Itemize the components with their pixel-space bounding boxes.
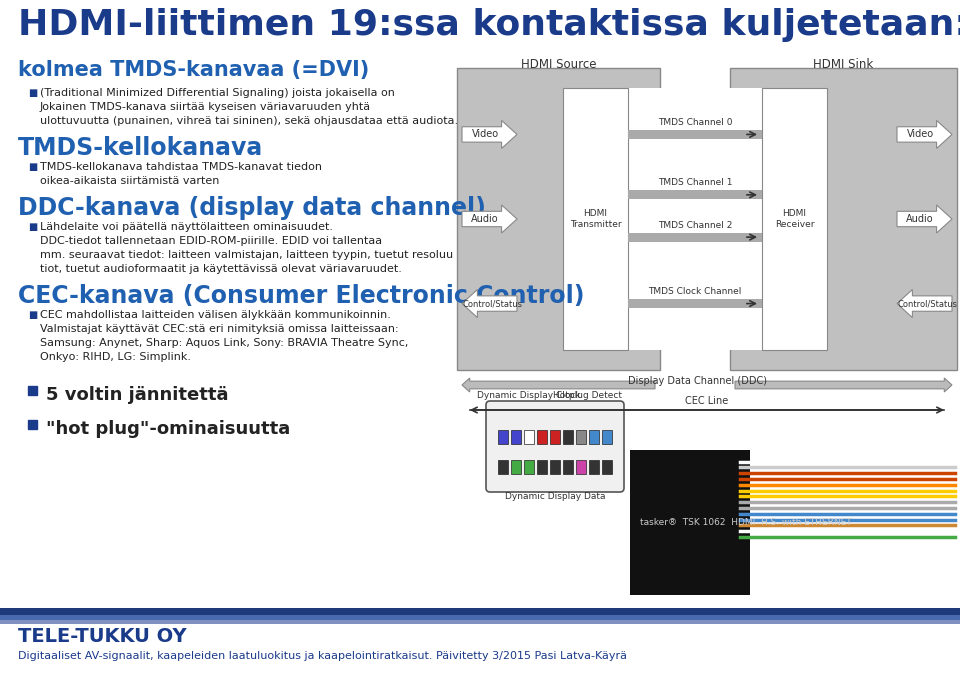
Text: Valmistajat käyttävät CEC:stä eri nimityksiä omissa laitteissaan:: Valmistajat käyttävät CEC:stä eri nimity…: [40, 324, 398, 334]
Polygon shape: [897, 121, 952, 148]
Text: TMDS Channel 0: TMDS Channel 0: [658, 118, 732, 127]
Text: Dynamic Display Data: Dynamic Display Data: [505, 492, 605, 501]
Text: mm. seuraavat tiedot: laitteen valmistajan, laitteen tyypin, tuetut resoluu: mm. seuraavat tiedot: laitteen valmistaj…: [40, 250, 453, 260]
Bar: [0, 620, 960, 624]
Text: Video: Video: [471, 129, 498, 140]
Text: TMDS Channel 2: TMDS Channel 2: [658, 221, 732, 229]
Text: Samsung: Anynet, Sharp: Aquos Link, Sony: BRAVIA Theatre Sync,: Samsung: Anynet, Sharp: Aquos Link, Sony…: [40, 338, 408, 348]
Bar: [498, 430, 508, 443]
Text: ulottuvuutta (punainen, vihreä tai sininen), sekä ohjausdataa että audiota.: ulottuvuutta (punainen, vihreä tai sinin…: [40, 116, 458, 126]
Text: ■: ■: [28, 222, 37, 232]
Text: Control/Status: Control/Status: [898, 299, 957, 308]
Text: DDC-kanava (display data channel): DDC-kanava (display data channel): [18, 196, 486, 220]
Bar: [550, 430, 560, 443]
Text: CEC-kanava (Consumer Electronic Control): CEC-kanava (Consumer Electronic Control): [18, 284, 585, 308]
Polygon shape: [735, 378, 952, 392]
Text: DDC-tiedot tallennetaan EDID-ROM-piirille. EDID voi tallentaa: DDC-tiedot tallennetaan EDID-ROM-piirill…: [40, 236, 382, 246]
Bar: [28, 386, 37, 395]
Text: Audio: Audio: [471, 214, 499, 224]
Text: Jokainen TMDS-kanava siirtää kyseisen väriavaruuden yhtä: Jokainen TMDS-kanava siirtää kyseisen vä…: [40, 102, 372, 112]
Bar: [576, 430, 586, 443]
Text: HDMI-liittimen 19:ssa kontaktissa kuljetetaan:: HDMI-liittimen 19:ssa kontaktissa kuljet…: [18, 8, 960, 42]
Polygon shape: [897, 289, 952, 317]
Text: CEC Line: CEC Line: [685, 396, 729, 406]
Bar: [524, 430, 534, 443]
Bar: [628, 191, 762, 200]
Text: 5 voltin jännitettä: 5 voltin jännitettä: [46, 386, 228, 404]
Bar: [628, 130, 762, 139]
Bar: [630, 450, 750, 595]
Bar: [511, 460, 521, 474]
Text: tasker®  TSK 1062  HDMI  H.S. with ETHERNET: tasker® TSK 1062 HDMI H.S. with ETHERNET: [640, 518, 852, 527]
Text: Dynamic Display Clock: Dynamic Display Clock: [477, 391, 581, 400]
Bar: [576, 460, 586, 474]
FancyBboxPatch shape: [486, 401, 624, 492]
Bar: [628, 233, 762, 242]
Bar: [524, 460, 534, 474]
Bar: [0, 608, 960, 615]
Bar: [730, 68, 957, 370]
Polygon shape: [462, 289, 517, 317]
Bar: [457, 68, 660, 370]
Bar: [602, 430, 612, 443]
Bar: [0, 615, 960, 620]
Text: tiot, tuetut audioformaatit ja käytettävissä olevat väriavaruudet.: tiot, tuetut audioformaatit ja käytettäv…: [40, 264, 402, 274]
Text: TELE-TUKKU OY: TELE-TUKKU OY: [18, 627, 186, 646]
Text: HDMI
Receiver: HDMI Receiver: [775, 209, 814, 229]
Text: TMDS-kellokanava tahdistaa TMDS-kanavat tiedon: TMDS-kellokanava tahdistaa TMDS-kanavat …: [40, 162, 322, 172]
Text: ■: ■: [28, 162, 37, 172]
Text: Onkyo: RIHD, LG: Simplink.: Onkyo: RIHD, LG: Simplink.: [40, 352, 191, 362]
Text: TMDS Channel 1: TMDS Channel 1: [658, 178, 732, 187]
Text: ■: ■: [28, 88, 37, 98]
Bar: [563, 88, 628, 350]
Text: CEC mahdollistaa laitteiden välisen älykkään kommunikoinnin.: CEC mahdollistaa laitteiden välisen älyk…: [40, 310, 391, 320]
Text: Lähdelaite voi päätellä näyttölaitteen ominaisuudet.: Lähdelaite voi päätellä näyttölaitteen o…: [40, 222, 333, 232]
Bar: [628, 88, 762, 350]
Bar: [762, 88, 827, 350]
Bar: [563, 460, 573, 474]
Bar: [511, 430, 521, 443]
Bar: [537, 430, 547, 443]
Bar: [537, 460, 547, 474]
Bar: [589, 460, 599, 474]
Polygon shape: [897, 205, 952, 233]
Text: Audio: Audio: [906, 214, 934, 224]
Text: "hot plug"-ominaisuutta: "hot plug"-ominaisuutta: [46, 420, 290, 438]
Text: HDMI Source: HDMI Source: [520, 58, 596, 71]
Text: Video: Video: [906, 129, 934, 140]
Polygon shape: [462, 121, 517, 148]
Text: HDMI Sink: HDMI Sink: [813, 58, 874, 71]
Text: Digitaaliset AV-signaalit, kaapeleiden laatuluokitus ja kaapelointiratkaisut. Pä: Digitaaliset AV-signaalit, kaapeleiden l…: [18, 651, 627, 661]
Text: TMDS Clock Channel: TMDS Clock Channel: [648, 287, 742, 296]
Text: Hotplug Detect: Hotplug Detect: [553, 391, 622, 400]
Bar: [28, 420, 37, 429]
Polygon shape: [462, 378, 655, 392]
Bar: [628, 299, 762, 308]
Polygon shape: [462, 205, 517, 233]
Text: HDMI
Transmitter: HDMI Transmitter: [569, 209, 621, 229]
Text: kolmea TMDS-kanavaa (=DVI): kolmea TMDS-kanavaa (=DVI): [18, 60, 370, 80]
Bar: [550, 460, 560, 474]
Bar: [563, 430, 573, 443]
Bar: [602, 460, 612, 474]
Text: Display Data Channel (DDC): Display Data Channel (DDC): [628, 376, 766, 386]
Text: (Traditional Minimized Differential Signaling) joista jokaisella on: (Traditional Minimized Differential Sign…: [40, 88, 395, 98]
Text: ■: ■: [28, 310, 37, 320]
Bar: [498, 460, 508, 474]
Text: TMDS-kellokanava: TMDS-kellokanava: [18, 136, 263, 160]
Text: oikea-aikaista siirtämistä varten: oikea-aikaista siirtämistä varten: [40, 176, 220, 186]
Text: Control/Status: Control/Status: [463, 299, 522, 308]
Bar: [589, 430, 599, 443]
